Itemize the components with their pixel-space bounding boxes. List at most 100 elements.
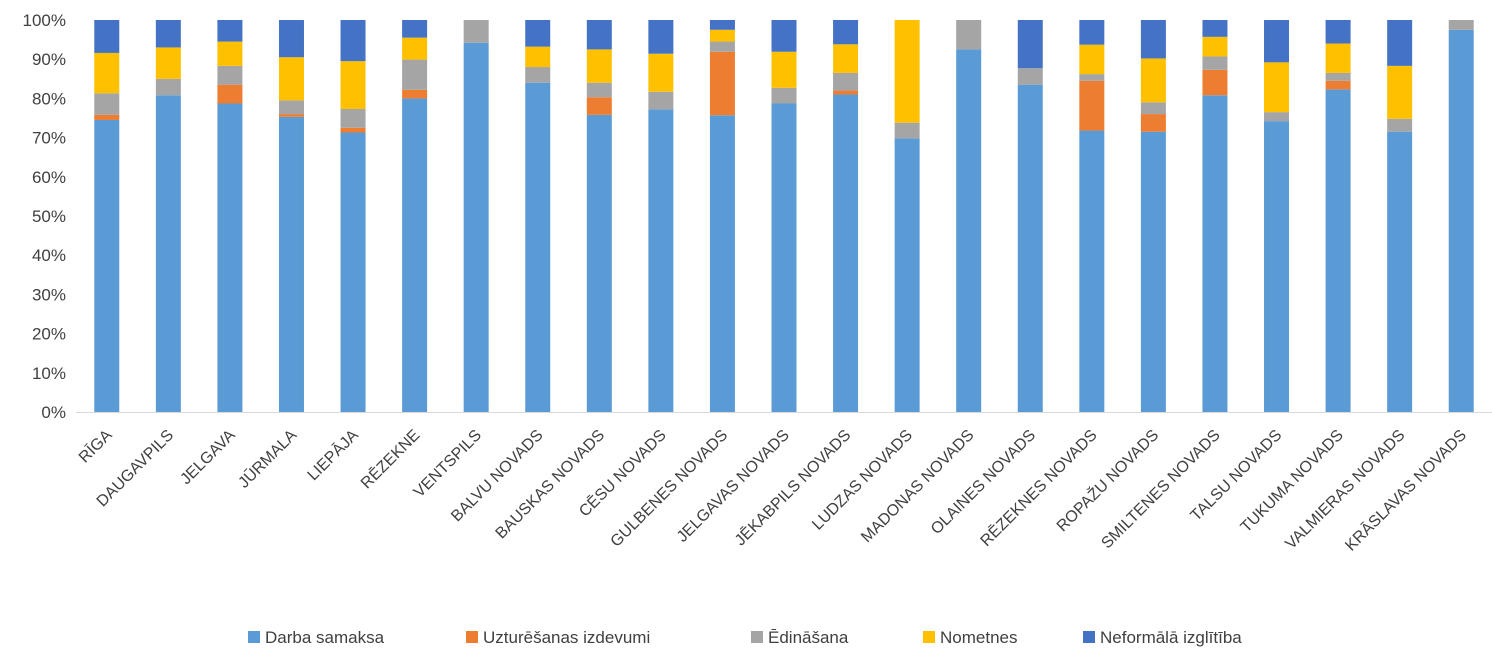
bar-segment [1448,29,1474,413]
x-tick-label: JŪRMALA [235,426,301,492]
y-tick-label: 80% [32,89,66,108]
bar-stack [1325,20,1351,412]
bar-segment [217,103,243,412]
bar-segment [1017,68,1043,85]
bar-stack [1140,20,1166,412]
bar-segment [402,98,428,413]
x-tick-label: RĪGA [75,426,116,467]
x-tick-label: KRĀSLAVAS NOVADS [1342,426,1470,554]
bar-segment [648,20,674,54]
bar-segment [709,41,735,52]
bar-stack [278,20,304,412]
bar-stack [1387,20,1413,412]
bar-segment [648,53,674,92]
legend: Darba samaksa Uzturēšanas izdevumi Ēdināša… [248,628,1242,647]
bar-stack [1448,20,1474,413]
bar-stack [1264,20,1290,412]
bar-segment [278,57,304,101]
bar-segment [217,65,243,85]
bar-segment [1325,89,1351,412]
bar-segment [833,20,859,45]
x-tick-label: VALMIERAS NOVADS [1282,427,1408,553]
bar-segment [1264,121,1290,412]
bar-stack [94,20,120,413]
bar-segment [1387,118,1413,132]
bar-segment [956,20,982,50]
bar-segment [1202,56,1228,70]
x-tick-label: RĒZEKNE [357,426,423,492]
bar-segment [894,138,920,412]
bar-segment [1387,65,1413,119]
y-tick-label: 0% [41,403,66,422]
bar-segment [340,61,366,109]
bar-stack [525,20,551,412]
bar-segment [1325,80,1351,90]
x-tick-label: OLAINES NOVADS [928,427,1039,538]
legend-swatch [751,631,763,643]
bar-stack [1079,20,1105,413]
bar-segment [1387,20,1413,66]
bar-segment [586,20,612,50]
bar-stack [833,20,859,412]
bar-segment [155,20,181,48]
bar-segment [771,103,797,412]
bar-segment [833,90,859,95]
bar-segment [463,42,489,413]
x-tick-label: JELGAVAS NOVADS [674,427,793,546]
legend-label: Darba samaksa [265,628,385,647]
y-tick-label: 60% [32,168,66,187]
bar-stack [402,20,428,413]
legend-item: Ēdināšana [751,628,849,647]
bar-segment [894,122,920,139]
x-tick-label: LIEPĀJA [304,426,362,484]
bar-segment [94,93,120,115]
bar-segment [1264,112,1290,122]
y-tick-label: 30% [32,285,66,304]
bar-segment [340,20,366,62]
bar-segment [155,47,181,79]
bar-segment [709,51,735,116]
bar-segment [709,29,735,42]
bar-segment [278,114,304,117]
bar-stack [956,20,982,413]
x-tick-label: SMILTENES NOVADS [1098,427,1223,552]
bar-segment [340,127,366,133]
bar-segment [1202,69,1228,96]
bar-segment [1079,74,1105,81]
bar-stack [894,20,920,412]
bar-segment [155,95,181,412]
y-tick-label: 50% [32,207,66,226]
legend-item: Nometnes [923,628,1017,647]
bar-segment [771,87,797,104]
x-tick-label: BAUSKAS NOVADS [493,427,609,543]
bar-segment [463,20,489,43]
bar-segment [217,20,243,42]
bar-segment [1448,20,1474,30]
x-tick-label: JELGAVA [177,427,239,489]
bar-segment [217,84,243,104]
y-tick-label: 20% [32,325,66,344]
bar-segment [709,115,735,412]
bar-segment [1202,20,1228,37]
legend-item: Neformālā izglītība [1083,628,1242,647]
bar-segment [340,132,366,412]
bar-segment [525,46,551,68]
bar-segment [833,72,859,91]
bar-segment [709,20,735,30]
bar-segment [217,41,243,66]
bar-stack [709,20,735,412]
legend-swatch [923,631,935,643]
bar-stack [1202,20,1228,412]
bar-segment [586,49,612,83]
bar-segment [155,78,181,96]
bars [94,20,1474,413]
bar-segment [94,119,120,413]
bar-segment [586,114,612,413]
bar-segment [1264,62,1290,113]
bar-stack [1017,20,1043,413]
bar-segment [94,52,120,94]
bar-segment [402,89,428,99]
bar-segment [1325,72,1351,81]
legend-label: Nometnes [940,628,1017,647]
